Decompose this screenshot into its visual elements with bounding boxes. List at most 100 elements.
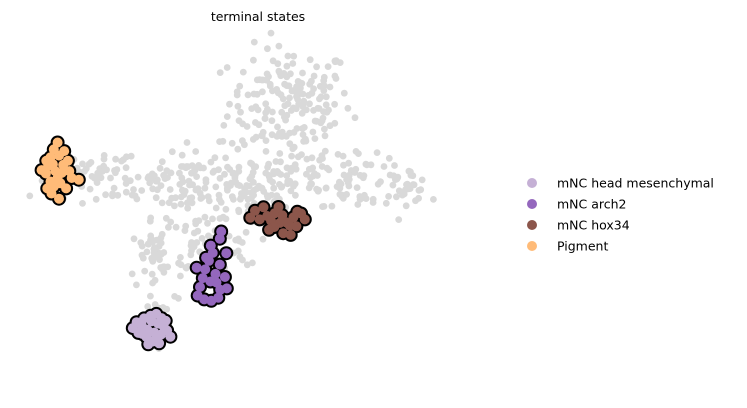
background-point: [192, 148, 200, 155]
background-point: [234, 102, 242, 110]
data-point: [291, 221, 302, 232]
background-point: [190, 229, 198, 237]
background-point: [150, 172, 158, 180]
background-point: [286, 94, 293, 102]
background-point: [159, 263, 167, 271]
data-point: [285, 229, 296, 240]
data-point: [137, 328, 148, 339]
background-point: [321, 125, 328, 133]
series-mnc-head-mesenchymal: [125, 306, 178, 352]
background-point: [166, 186, 174, 193]
background-point: [320, 108, 327, 115]
background-point: [284, 52, 292, 60]
data-point: [201, 252, 212, 263]
background-point: [299, 103, 307, 111]
background-point: [311, 117, 319, 125]
background-point: [309, 128, 317, 136]
data-point: [46, 188, 57, 199]
background-point: [385, 193, 392, 200]
background-point: [311, 135, 319, 143]
background-point: [209, 215, 216, 223]
background-point: [175, 295, 182, 302]
background-point: [294, 153, 302, 161]
background-point: [198, 235, 206, 242]
background-point: [264, 45, 271, 53]
data-point: [278, 228, 289, 239]
background-point: [123, 153, 130, 161]
background-point: [146, 217, 154, 225]
background-point: [250, 90, 258, 98]
data-point: [199, 294, 210, 305]
background-point: [355, 150, 362, 158]
background-point: [320, 77, 328, 85]
data-point: [254, 214, 265, 225]
background-point: [393, 193, 400, 201]
background-point: [113, 166, 121, 173]
background-point: [79, 200, 86, 207]
background-point: [263, 76, 271, 84]
background-point: [184, 204, 192, 212]
background-point: [171, 202, 178, 210]
background-point: [216, 215, 224, 222]
background-point: [211, 154, 219, 162]
background-point: [287, 165, 295, 172]
background-point: [255, 182, 263, 190]
background-point: [389, 181, 397, 189]
background-point: [230, 169, 237, 177]
legend-marker: [527, 178, 537, 188]
background-point: [322, 101, 330, 109]
background-point: [310, 107, 317, 114]
background-point: [244, 91, 252, 99]
background-point: [107, 174, 114, 182]
background-point: [150, 249, 158, 257]
background-point: [138, 242, 146, 250]
background-point: [281, 102, 289, 110]
background-point: [87, 159, 95, 166]
legend-label: mNC head mesenchymal: [557, 176, 714, 191]
background-point: [280, 70, 288, 77]
background-point: [283, 172, 291, 180]
background-point: [274, 123, 281, 131]
background-point: [220, 122, 228, 129]
background-point: [292, 191, 299, 199]
background-point: [282, 116, 289, 124]
background-point: [331, 72, 339, 80]
background-point: [175, 259, 183, 267]
background-point: [345, 159, 352, 167]
data-point: [59, 146, 70, 157]
background-point: [283, 132, 290, 140]
background-point: [310, 85, 317, 93]
background-point: [154, 253, 162, 261]
background-point: [226, 100, 233, 108]
background-point: [270, 184, 278, 192]
background-point: [131, 192, 139, 200]
background-point: [323, 164, 331, 172]
background-point: [307, 180, 314, 188]
background-point: [165, 223, 172, 231]
background-point: [184, 199, 191, 207]
data-point: [165, 331, 176, 342]
background-point: [241, 141, 248, 149]
background-point: [351, 114, 359, 122]
background-point: [300, 124, 308, 131]
background-point: [409, 172, 417, 180]
background-point: [201, 184, 209, 192]
data-point: [210, 268, 221, 279]
background-point: [223, 64, 231, 71]
background-point: [130, 235, 138, 243]
background-point: [322, 93, 330, 101]
background-point: [326, 83, 334, 91]
background-point: [210, 167, 218, 175]
background-point: [249, 259, 256, 267]
background-point: [299, 69, 306, 77]
background-point: [183, 264, 190, 272]
background-point: [133, 281, 140, 289]
background-point: [224, 163, 231, 171]
data-point: [200, 264, 211, 275]
data-point: [197, 273, 208, 284]
background-point: [333, 183, 341, 191]
background-point: [235, 208, 243, 216]
data-point: [41, 155, 52, 166]
terminal-state-points: [34, 135, 312, 352]
background-point: [192, 220, 200, 228]
